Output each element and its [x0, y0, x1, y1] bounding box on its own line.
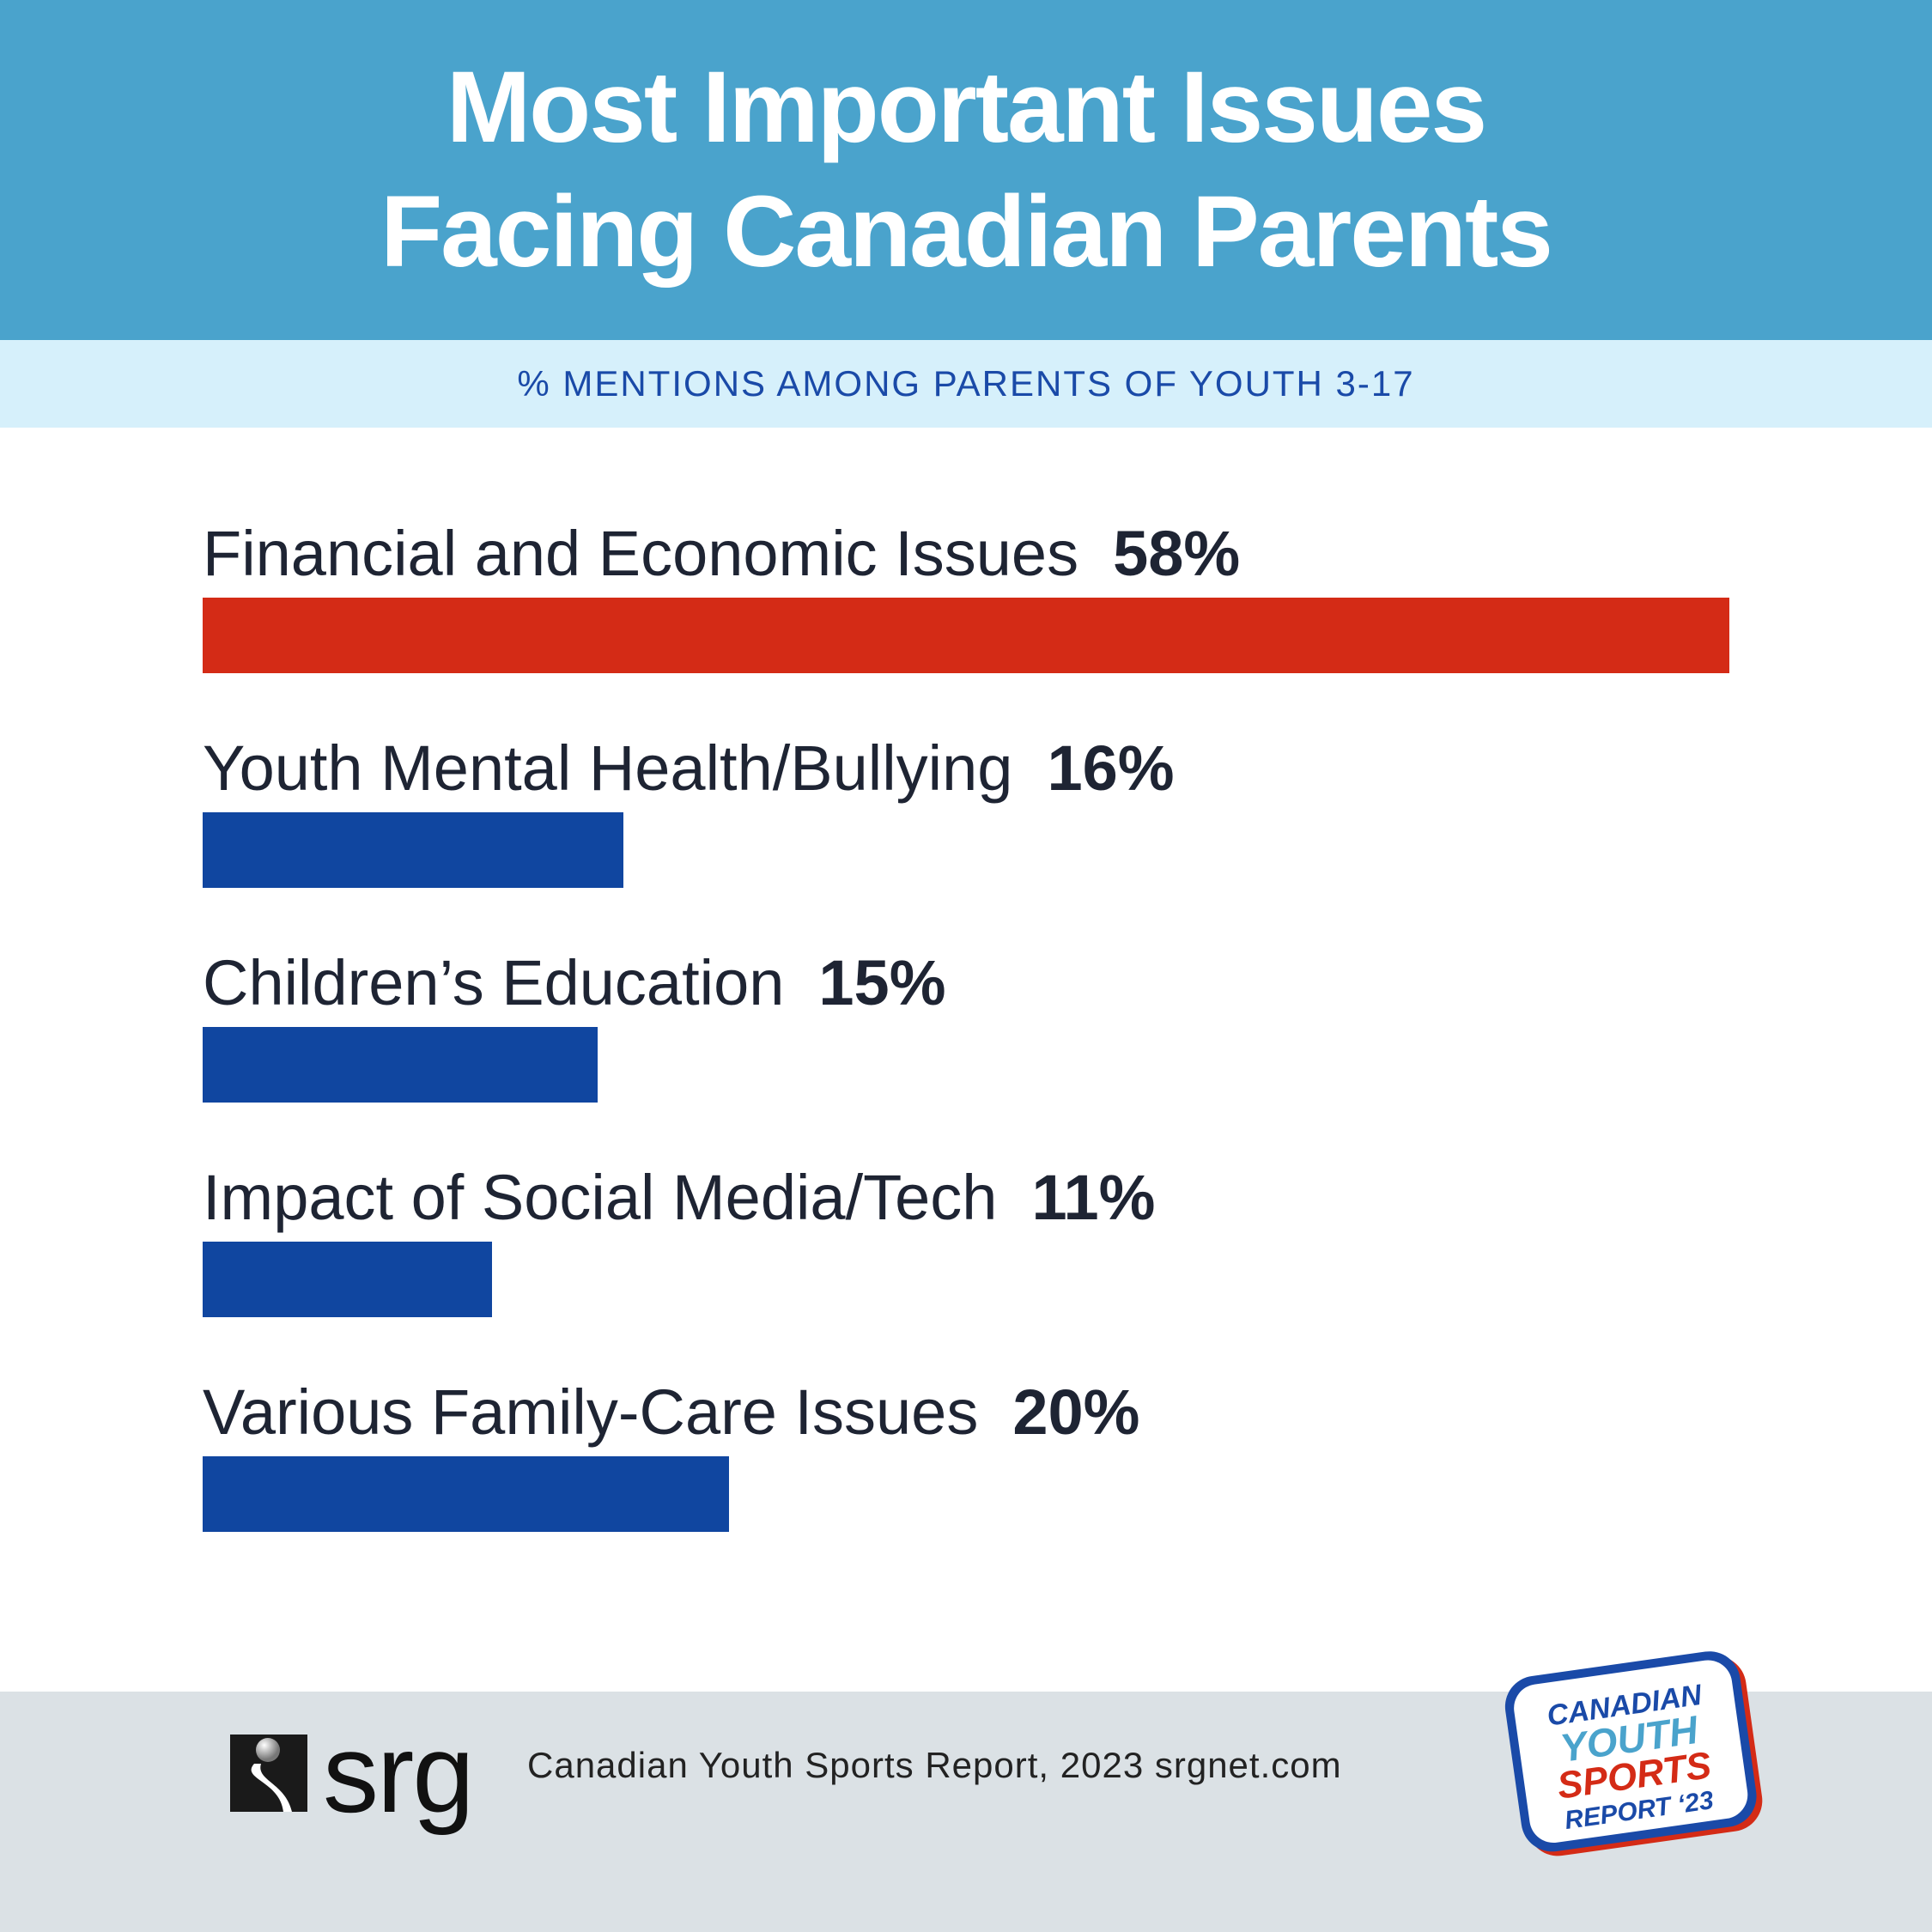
category-name: Impact of Social Media/Tech	[203, 1162, 998, 1233]
srg-swoosh-icon	[230, 1735, 307, 1812]
header-banner: Most Important Issues Facing Canadian Pa…	[0, 0, 1932, 340]
bar-value-label: 58%	[1113, 518, 1241, 589]
bar	[203, 1242, 492, 1317]
bar-value-label: 20%	[1012, 1376, 1140, 1448]
bar-category-label: Children’s Education 15%	[203, 945, 946, 1022]
bar-value-label: 16%	[1047, 732, 1175, 804]
bar-value-label: 15%	[818, 947, 946, 1018]
canadian-youth-sports-report-badge: CANADIAN YOUTH SPORTS REPORT ‘23	[1504, 1651, 1763, 1856]
bar-value-label: 11%	[1031, 1162, 1156, 1233]
bar-chart: Financial and Economic Issues 58% Youth Me…	[203, 515, 1731, 1546]
bar-category-label: Financial and Economic Issues 58%	[203, 515, 1240, 592]
chart-title-line-1: Most Important Issues	[446, 51, 1487, 164]
category-name: Financial and Economic Issues	[203, 518, 1079, 589]
bar	[203, 1456, 729, 1532]
srg-logo: srg	[230, 1710, 479, 1836]
bar-category-label: Impact of Social Media/Tech 11%	[203, 1159, 1155, 1236]
chart-title-line-2: Facing Canadian Parents	[380, 175, 1553, 289]
category-name: Children’s Education	[203, 947, 785, 1018]
source-citation: Canadian Youth Sports Report, 2023 srgne…	[527, 1745, 1342, 1785]
bar-row: Youth Mental Health/Bullying 16%	[203, 730, 1731, 902]
chart-subtitle: % MENTIONS AMONG PARENTS OF YOUTH 3-17	[517, 363, 1415, 404]
bar	[203, 1027, 598, 1103]
subtitle-bar: % MENTIONS AMONG PARENTS OF YOUTH 3-17	[0, 340, 1932, 428]
bar-category-label: Youth Mental Health/Bullying 16%	[203, 730, 1175, 807]
srg-logo-text: srg	[323, 1710, 475, 1836]
bar-category-label: Various Family-Care Issues 20%	[203, 1374, 1139, 1451]
srg-logo-mark	[230, 1735, 307, 1812]
bar-row: Children’s Education 15%	[203, 945, 1731, 1116]
category-name: Youth Mental Health/Bullying	[203, 732, 1013, 804]
bar-row: Financial and Economic Issues 58%	[203, 515, 1731, 687]
bar-row: Impact of Social Media/Tech 11%	[203, 1159, 1731, 1331]
bar	[203, 598, 1729, 673]
bar	[203, 812, 623, 888]
bar-row: Various Family-Care Issues 20%	[203, 1374, 1731, 1546]
category-name: Various Family-Care Issues	[203, 1376, 979, 1448]
